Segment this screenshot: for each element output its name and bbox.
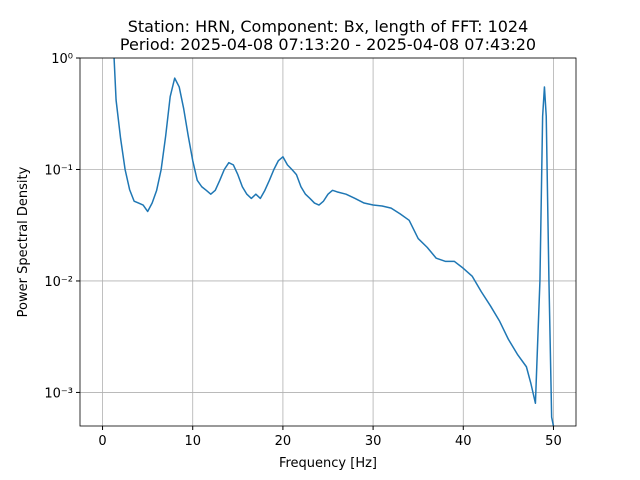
x-tick-label: 40 bbox=[455, 434, 472, 449]
chart-subtitle: Period: 2025-04-08 07:13:20 - 2025-04-08… bbox=[120, 35, 536, 54]
plot-frame bbox=[79, 57, 577, 427]
y-tick-label: 10⁻¹ bbox=[44, 163, 73, 178]
x-tick-label: 20 bbox=[275, 434, 292, 449]
data-line bbox=[113, 58, 555, 426]
x-tick-label: 0 bbox=[98, 434, 106, 449]
x-tick-label: 50 bbox=[545, 434, 562, 449]
y-axis-label: Power Spectral Density bbox=[16, 166, 31, 317]
y-tick-label: 10⁻³ bbox=[44, 386, 73, 401]
y-tick-label: 10⁰ bbox=[51, 52, 73, 67]
chart-title: Station: HRN, Component: Bx, length of F… bbox=[128, 17, 529, 36]
y-tick-label: 10⁻² bbox=[44, 275, 73, 290]
x-tick-label: 30 bbox=[365, 434, 382, 449]
x-tick-label: 10 bbox=[184, 434, 201, 449]
x-axis-label: Frequency [Hz] bbox=[279, 456, 377, 471]
